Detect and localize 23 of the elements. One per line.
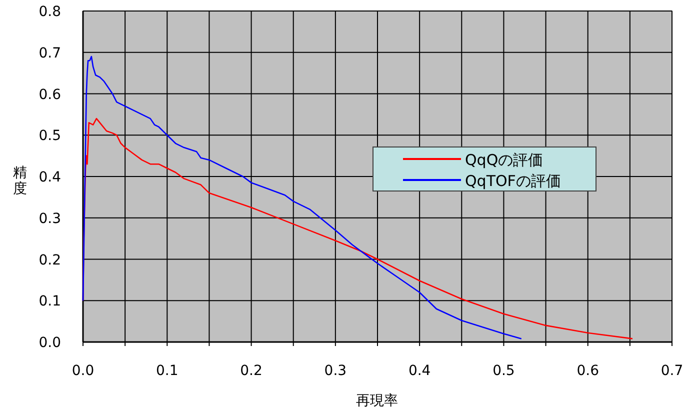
x-tick-label: 0.7 (660, 363, 684, 379)
legend-item: QqQの評価 (403, 151, 544, 169)
x-tick-label: 0.1 (156, 363, 178, 379)
y-tick-label: 0.2 (38, 252, 61, 268)
legend-label: QqTOFの評価 (465, 172, 561, 190)
x-tick-label: 0.3 (324, 363, 347, 379)
y-tick-label: 0.5 (38, 128, 61, 144)
y-tick-label: 0.4 (38, 170, 62, 186)
x-tick-label: 0.0 (72, 363, 94, 379)
x-tick-label: 0.4 (408, 363, 431, 379)
legend-label: QqQの評価 (465, 151, 544, 169)
legend-item: QqTOFの評価 (403, 172, 561, 190)
y-tick-label: 0.1 (38, 294, 61, 310)
x-axis-title: 再現率 (356, 393, 398, 409)
y-tick-label: 0.3 (38, 210, 61, 227)
x-tick-label: 0.6 (576, 363, 600, 379)
y-tick-label: 0.0 (38, 335, 61, 351)
x-tick-label: 0.2 (240, 363, 262, 379)
x-tick-label: 0.5 (492, 363, 515, 379)
y-tick-label: 0.6 (38, 86, 62, 103)
y-tick-label: 0.8 (38, 4, 61, 20)
y-axis-title: 精度 (13, 165, 27, 197)
y-tick-label: 0.7 (38, 45, 61, 62)
